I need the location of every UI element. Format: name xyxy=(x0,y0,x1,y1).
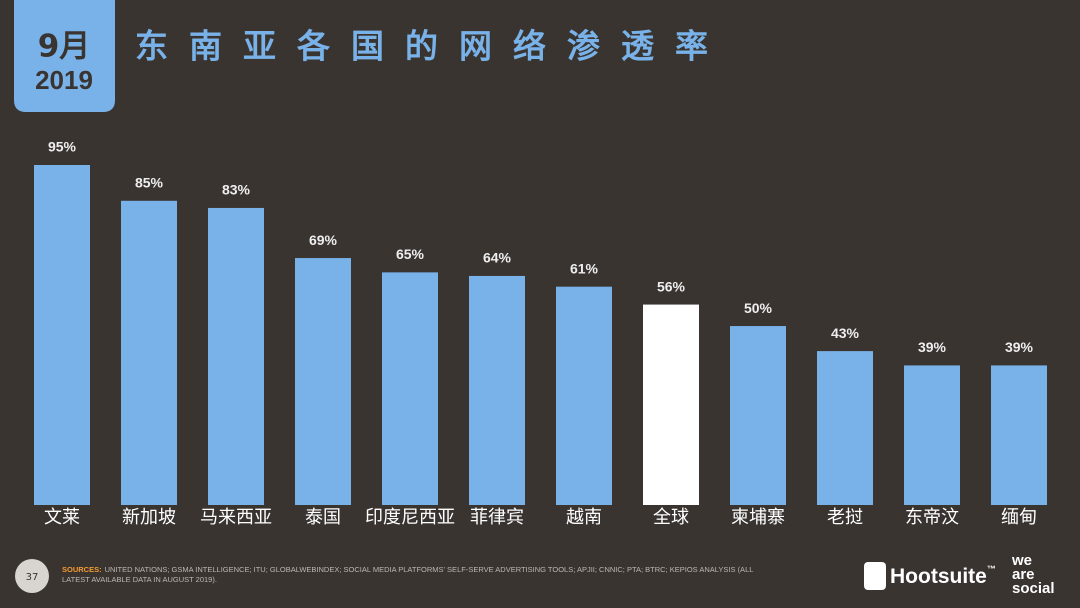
brand-was: we xyxy=(1011,552,1032,569)
x-tick-label: 老挝 xyxy=(827,507,863,528)
value-label: 43% xyxy=(831,325,860,341)
sources-label: SOURCES: xyxy=(62,565,102,574)
x-tick-label: 马来西亚 xyxy=(200,507,272,528)
value-label: 50% xyxy=(744,300,773,316)
bar xyxy=(469,275,525,505)
bar xyxy=(295,258,351,505)
chart-title: 东南亚各国的网络渗透率 xyxy=(135,27,729,66)
page-circle xyxy=(15,559,49,593)
hootsuite-icon xyxy=(864,562,886,590)
x-tick-label: 缅甸 xyxy=(1001,507,1037,528)
brand-mark: ™ xyxy=(987,564,996,574)
brand-was: are xyxy=(1012,566,1035,583)
value-label: 95% xyxy=(48,139,77,155)
value-label: 61% xyxy=(570,260,599,276)
value-label: 64% xyxy=(483,250,512,266)
brand-hootsuite: Hootsuite™ xyxy=(890,564,996,587)
x-tick-label: 新加坡 xyxy=(122,507,176,528)
brand-name: Hootsuite xyxy=(890,565,987,588)
badge-month: 9月 xyxy=(38,29,91,65)
bar xyxy=(817,351,873,505)
bar xyxy=(34,165,90,505)
bar xyxy=(643,304,699,505)
x-tick-label: 菲律宾 xyxy=(470,507,524,528)
brand-was: social xyxy=(1012,580,1055,597)
x-tick-label: 越南 xyxy=(566,507,602,528)
bar xyxy=(904,365,960,505)
date-badge xyxy=(14,0,115,112)
bar xyxy=(208,207,264,505)
value-label: 69% xyxy=(309,232,338,248)
x-tick-label: 泰国 xyxy=(305,507,341,528)
sources-text: LATEST AVAILABLE DATA IN AUGUST 2019). xyxy=(62,575,217,584)
value-label: 85% xyxy=(135,174,164,190)
value-label: 83% xyxy=(222,182,251,198)
x-tick-label: 全球 xyxy=(653,507,689,528)
bar xyxy=(121,200,177,505)
value-label: 39% xyxy=(918,339,947,355)
value-label: 65% xyxy=(396,246,425,262)
badge-year: 2019 xyxy=(35,65,93,95)
sources: SOURCES: UNITED NATIONS; GSMA INTELLIGENC… xyxy=(62,565,753,574)
bar xyxy=(556,286,612,505)
x-tick-label: 东帝汶 xyxy=(905,507,959,528)
bar xyxy=(382,272,438,505)
x-tick-label: 文莱 xyxy=(44,507,80,528)
sources-text: UNITED NATIONS; GSMA INTELLIGENCE; ITU; … xyxy=(105,565,754,574)
value-label: 39% xyxy=(1005,339,1034,355)
value-label: 56% xyxy=(657,278,686,294)
page-number: 37 xyxy=(26,572,39,583)
x-tick-label: 印度尼西亚 xyxy=(365,507,455,528)
x-tick-label: 柬埔寨 xyxy=(731,507,785,528)
bar xyxy=(991,365,1047,505)
bar xyxy=(730,326,786,505)
